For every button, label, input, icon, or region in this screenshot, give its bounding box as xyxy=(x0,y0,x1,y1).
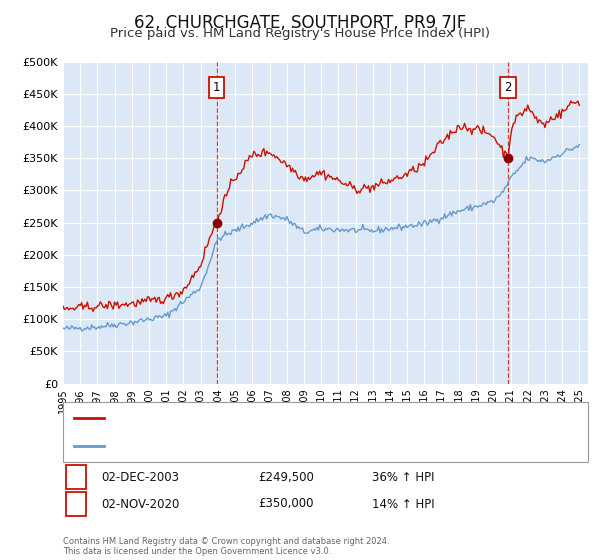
Text: 02-NOV-2020: 02-NOV-2020 xyxy=(101,497,179,511)
Text: £350,000: £350,000 xyxy=(258,497,314,511)
Text: 1: 1 xyxy=(213,81,220,94)
Text: HPI: Average price, detached house, Sefton: HPI: Average price, detached house, Seft… xyxy=(111,441,353,451)
Text: This data is licensed under the Open Government Licence v3.0.: This data is licensed under the Open Gov… xyxy=(63,547,331,556)
Text: 1: 1 xyxy=(72,470,80,484)
Text: 14% ↑ HPI: 14% ↑ HPI xyxy=(372,497,434,511)
Text: Contains HM Land Registry data © Crown copyright and database right 2024.: Contains HM Land Registry data © Crown c… xyxy=(63,537,389,546)
Text: 62, CHURCHGATE, SOUTHPORT, PR9 7JF (detached house): 62, CHURCHGATE, SOUTHPORT, PR9 7JF (deta… xyxy=(111,413,435,423)
Text: 2: 2 xyxy=(72,497,80,511)
Text: Price paid vs. HM Land Registry's House Price Index (HPI): Price paid vs. HM Land Registry's House … xyxy=(110,27,490,40)
Text: 62, CHURCHGATE, SOUTHPORT, PR9 7JF: 62, CHURCHGATE, SOUTHPORT, PR9 7JF xyxy=(134,14,466,32)
Text: £249,500: £249,500 xyxy=(258,470,314,484)
Text: 36% ↑ HPI: 36% ↑ HPI xyxy=(372,470,434,484)
Text: 2: 2 xyxy=(504,81,512,94)
Text: 02-DEC-2003: 02-DEC-2003 xyxy=(101,470,179,484)
